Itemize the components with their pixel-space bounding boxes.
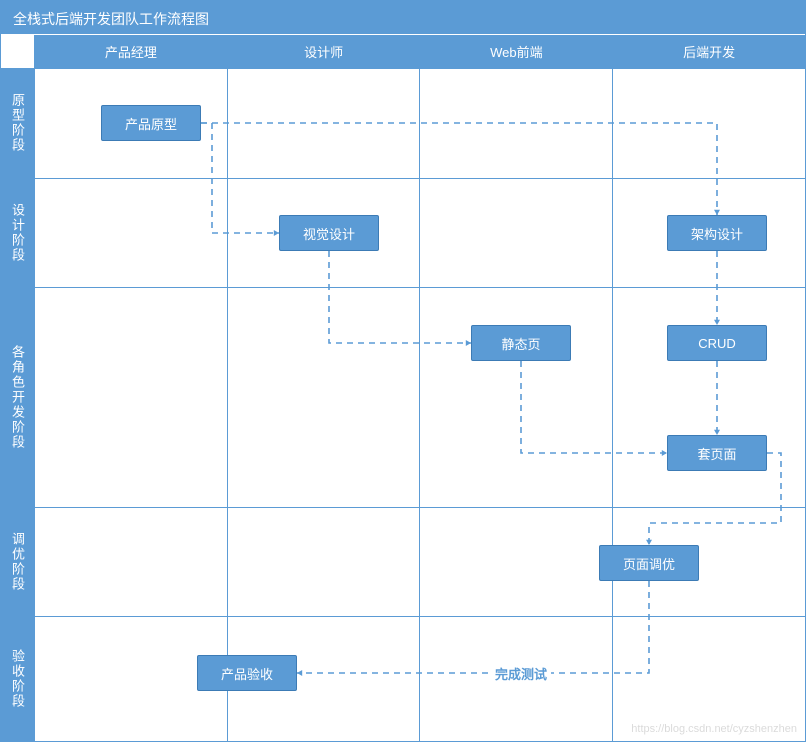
cell-r0-c1 <box>228 69 421 179</box>
row-labels: 原型阶段设计阶段各角色开发阶段调优阶段验收阶段 <box>1 69 35 741</box>
row-label-1: 设计阶段 <box>1 179 35 289</box>
cell-r1-c0 <box>35 179 228 289</box>
node-crud: CRUD <box>667 325 767 361</box>
cells-area: 产品原型视觉设计 架构设计静态页 CRUD 套页面页面调优产品验收 完成测试 <box>35 69 805 741</box>
watermark: https://blog.csdn.net/cyzshenzhen <box>631 723 797 735</box>
cell-r3-c1 <box>228 508 421 618</box>
col-header-backend: 后端开发 <box>613 35 805 69</box>
cell-r2-c1 <box>228 288 421 507</box>
node-template: 套页面 <box>667 435 767 471</box>
cell-r0-c3 <box>613 69 806 179</box>
cell-r2-c3 <box>613 288 806 507</box>
edge-label-7: 完成测试 <box>491 664 551 683</box>
node-visual: 视觉设计 <box>279 215 379 251</box>
node-tune: 页面调优 <box>599 545 699 581</box>
cell-r0-c2 <box>420 69 613 179</box>
cell-r3-c2 <box>420 508 613 618</box>
node-prototype: 产品原型 <box>101 105 201 141</box>
column-headers: 产品经理 设计师 Web前端 后端开发 <box>1 35 805 69</box>
cell-r1-c2 <box>420 179 613 289</box>
col-header-pm: 产品经理 <box>35 35 228 69</box>
node-arch: 架构设计 <box>667 215 767 251</box>
cell-r3-c0 <box>35 508 228 618</box>
grid-area: 产品经理 设计师 Web前端 后端开发 原型阶段设计阶段各角色开发阶段调优阶段验… <box>1 35 805 741</box>
row-label-0: 原型阶段 <box>1 69 35 179</box>
col-header-designer: 设计师 <box>228 35 421 69</box>
cell-r2-c0 <box>35 288 228 507</box>
body-rows: 原型阶段设计阶段各角色开发阶段调优阶段验收阶段 产品原型视觉设计 架构设计静态页 C… <box>1 69 805 741</box>
col-header-frontend: Web前端 <box>421 35 614 69</box>
diagram-title: 全栈式后端开发团队工作流程图 <box>1 1 805 35</box>
corner-spacer <box>1 35 35 69</box>
diagram-container: 全栈式后端开发团队工作流程图 产品经理 设计师 Web前端 后端开发 原型阶段设… <box>0 0 806 742</box>
cell-r2-c2 <box>420 288 613 507</box>
node-accept: 产品验收 <box>197 655 297 691</box>
row-label-3: 调优阶段 <box>1 508 35 618</box>
row-label-4: 验收阶段 <box>1 617 35 741</box>
node-static: 静态页 <box>471 325 571 361</box>
row-label-2: 各角色开发阶段 <box>1 288 35 507</box>
